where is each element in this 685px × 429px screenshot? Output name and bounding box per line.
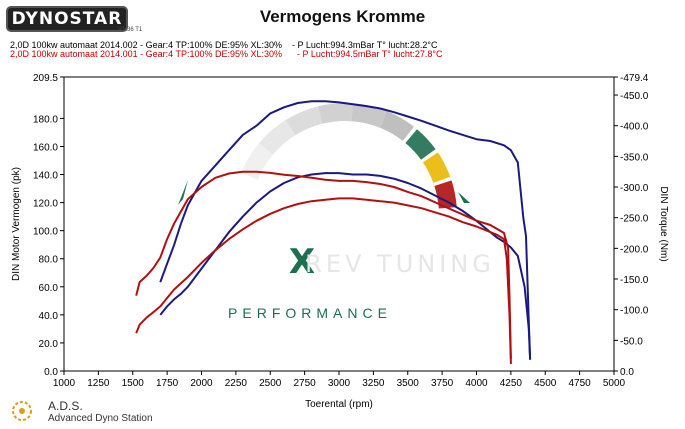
watermark-gauge-segment [317, 103, 353, 124]
watermark-brand: REV TUNING [305, 250, 495, 278]
watermark-gauge-segment [380, 111, 414, 141]
series-line-4 [135, 170, 512, 359]
series-line-1 [159, 172, 532, 360]
x-tick-label: 3000 [328, 378, 351, 389]
x-tick-label: 2750 [294, 378, 317, 389]
logo-text: DYNOSTAR [11, 9, 123, 29]
watermark-gauge-segment [241, 143, 273, 180]
y-tick-label: 80.0 [39, 255, 59, 266]
x-tick-label: 2250 [225, 378, 248, 389]
y-tick-label: 160.0 [33, 142, 58, 153]
watermark-accent [178, 180, 188, 205]
x-tick-label: 3250 [362, 378, 385, 389]
y2-tick-label: 0.0 [620, 367, 634, 378]
y2-tick-label: -250.0 [620, 214, 649, 225]
watermark-letter: X [289, 242, 315, 282]
x-tick-label: 4250 [500, 378, 523, 389]
y2-tick-label: -150.0 [620, 275, 649, 286]
y-tick-label: 20.0 [39, 339, 59, 350]
dynostar-logo: DYNOSTAR [6, 6, 128, 32]
y-tick-label: 120.0 [33, 199, 58, 210]
run-label-2: 2,0D 100kw automaat 2014.001 - Gear:4 TP… [10, 49, 443, 59]
x-tick-label: 2000 [190, 378, 213, 389]
x-tick-label: 3500 [397, 378, 420, 389]
y-tick-label: 0.0 [44, 367, 58, 378]
watermark-accent [458, 192, 470, 203]
y2-tick-label: -450.0 [620, 91, 649, 102]
x-tick-label: 4750 [569, 378, 592, 389]
y-tick-label: 209.5 [33, 73, 58, 84]
y2-axis-label: DIN Torque (Nm) [658, 186, 669, 261]
x-tick-label: 1750 [156, 378, 179, 389]
logo-version: V1.36 T1 [118, 27, 143, 33]
x-tick-label: 4000 [465, 378, 488, 389]
y2-tick-label: -100.0 [620, 306, 649, 317]
x-tick-label: 1000 [53, 378, 76, 389]
watermark-subtitle: PERFORMANCE [228, 305, 392, 321]
y-tick-label: 140.0 [33, 171, 58, 182]
x-tick-label: 5000 [603, 378, 626, 389]
y-axis-label: DIN Motor Vermogen (pk) [11, 167, 22, 281]
series-line-2 [159, 100, 532, 359]
y-tick-label: 60.0 [39, 283, 59, 294]
watermark-gauge-segment [405, 129, 436, 160]
ads-logo-icon [8, 398, 42, 429]
x-tick-label: 1500 [122, 378, 145, 389]
y-tick-label: 40.0 [39, 311, 59, 322]
y2-tick-label: -479.4 [620, 73, 649, 84]
x-tick-label: 2500 [259, 378, 282, 389]
x-tick-label: 1250 [87, 378, 110, 389]
x-tick-label: 3750 [431, 378, 454, 389]
y2-tick-label: -400.0 [620, 122, 649, 133]
watermark-gauge-segment [351, 103, 387, 128]
series-line-3 [135, 197, 512, 365]
y-tick-label: 100.0 [33, 227, 58, 238]
chart-title: Vermogens Kromme [259, 7, 426, 26]
footer-subtitle: Advanced Dyno Station [48, 413, 153, 424]
run-label-1: 2,0D 100kw automaat 2014.002 - Gear:4 TP… [10, 40, 438, 50]
x-tick-label: 4500 [534, 378, 557, 389]
watermark-gauge-segment [259, 120, 296, 155]
y2-tick-label: -200.0 [620, 244, 649, 255]
y2-tick-label: -350.0 [620, 152, 649, 163]
x-axis-label: Toerental (rpm) [305, 399, 373, 410]
y2-tick-label: -300.0 [620, 183, 649, 194]
footer-name: A.D.S. [48, 399, 83, 413]
watermark-gauge-segment [285, 106, 323, 136]
watermark-gauge-segment [422, 152, 451, 183]
y-tick-label: 180.0 [33, 114, 58, 125]
watermark-gauge-segment [434, 180, 457, 209]
y2-tick-label: -50.0 [620, 336, 643, 347]
